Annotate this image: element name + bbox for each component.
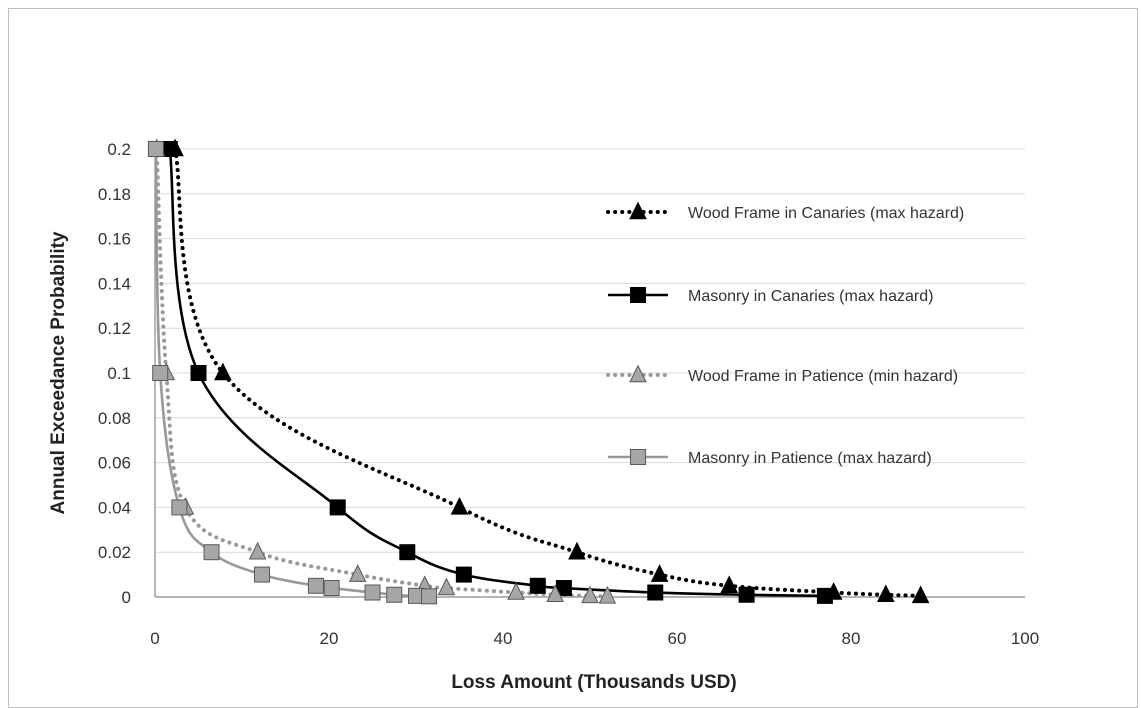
y-tick-label: 0 <box>122 588 131 607</box>
data-point-square <box>455 566 472 583</box>
data-point-square <box>647 584 664 601</box>
legend-label: Wood Frame in Canaries (max hazard) <box>688 205 964 222</box>
legend-swatch-marker <box>629 364 647 383</box>
legend-item: Masonry in Patience (max hazard) <box>608 449 932 467</box>
data-point-square <box>816 587 833 604</box>
x-tick-label: 40 <box>494 629 513 648</box>
x-tick-label: 80 <box>842 629 861 648</box>
legend: Wood Frame in Canaries (max hazard) Mason… <box>606 201 964 467</box>
data-point-square <box>323 580 340 597</box>
data-point-triangle <box>348 564 367 582</box>
y-axis-title: Annual Exceedance Probability <box>48 231 69 514</box>
data-point-triangle <box>437 577 456 596</box>
data-point-triangle <box>248 541 267 560</box>
data-point-triangle <box>911 585 930 604</box>
data-point-square <box>364 584 381 601</box>
y-tick-label: 0.04 <box>98 498 131 517</box>
data-point-square <box>171 499 188 516</box>
data-point-triangle <box>581 585 599 604</box>
data-point-square <box>152 365 169 381</box>
data-point-square <box>529 577 546 594</box>
legend-swatch-marker <box>630 287 646 303</box>
y-tick-label: 0.08 <box>98 409 131 428</box>
data-point-triangle <box>214 362 232 381</box>
legend-label: Masonry in Canaries (max hazard) <box>688 288 933 305</box>
y-tick-label: 0.2 <box>107 140 131 159</box>
series-line-2 <box>154 147 610 599</box>
x-tick-label: 100 <box>1011 629 1039 648</box>
legend-item: Wood Frame in Canaries (max hazard) <box>606 201 964 222</box>
x-tick-label: 0 <box>150 629 159 648</box>
data-point-square <box>386 586 403 603</box>
data-point-triangle <box>568 541 586 560</box>
y-tick-label: 0.14 <box>98 274 131 293</box>
y-tick-label: 0.16 <box>98 230 131 249</box>
data-point-square <box>307 577 324 594</box>
x-axis-title: Loss Amount (Thousands USD) <box>451 672 736 693</box>
legend-item: Wood Frame in Patience (min hazard) <box>606 364 958 385</box>
data-point-square <box>147 141 164 157</box>
data-point-square <box>254 566 271 583</box>
x-tick-labels: 0 20 40 60 80 100 <box>150 629 1039 648</box>
series-markers <box>147 138 930 605</box>
data-point-triangle <box>876 584 895 603</box>
y-tick-label: 0.02 <box>98 543 131 562</box>
legend-swatch-marker <box>629 201 647 220</box>
x-tick-label: 60 <box>668 629 687 648</box>
data-point-square <box>329 499 346 516</box>
legend-swatch-marker <box>630 449 646 465</box>
gridlines <box>155 148 1025 553</box>
x-tick-label: 20 <box>320 629 339 648</box>
data-point-square <box>203 544 220 561</box>
data-point-triangle <box>507 582 525 600</box>
data-point-square <box>399 544 416 561</box>
chart-frame <box>8 8 1138 708</box>
data-point-triangle <box>598 585 617 604</box>
data-point-square <box>421 588 438 605</box>
legend-label: Wood Frame in Patience (min hazard) <box>688 368 958 385</box>
data-point-square <box>190 365 207 381</box>
y-tick-label: 0.12 <box>98 319 131 338</box>
data-point-triangle <box>650 564 669 582</box>
legend-item: Masonry in Canaries (max hazard) <box>608 287 933 305</box>
y-tick-label: 0.1 <box>107 364 131 383</box>
y-tick-label: 0.18 <box>98 185 131 204</box>
data-point-square <box>738 586 755 603</box>
y-tick-label: 0.06 <box>98 454 131 473</box>
data-point-triangle <box>450 496 469 515</box>
data-point-triangle <box>720 575 739 594</box>
data-point-triangle <box>546 584 565 603</box>
legend-label: Masonry in Patience (max hazard) <box>688 450 932 467</box>
y-tick-labels: 0 0.02 0.04 0.06 0.08 0.1 0.12 0.14 0.16 0.18 0.2 <box>98 140 131 607</box>
